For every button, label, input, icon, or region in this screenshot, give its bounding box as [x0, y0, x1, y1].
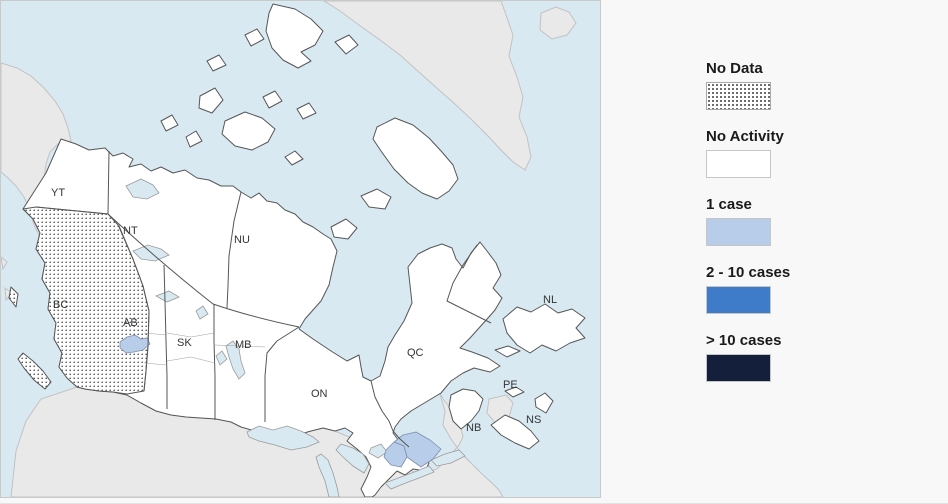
- region-canada-mainland[interactable]: [22, 138, 503, 497]
- lake-superior: [246, 425, 320, 451]
- canada-choropleth-map: YT NT NU BC AB SK MB ON QC NL PE NB NS: [0, 0, 601, 498]
- legend-label-gt-10-cases: > 10 cases: [706, 332, 782, 349]
- map-svg: YT NT NU BC AB SK MB ON QC NL PE NB NS: [1, 1, 600, 497]
- lake-manitoba: [215, 350, 228, 366]
- province-label-nu: NU: [234, 234, 250, 246]
- lake-michigan: [315, 453, 340, 497]
- border-bc-ab: [118, 226, 150, 392]
- foxe-peninsula-island[interactable]: [360, 188, 392, 210]
- region-ns-cape-breton[interactable]: [534, 392, 554, 414]
- health-region-ontario-east-1case[interactable]: [393, 431, 442, 468]
- legend-item-no-activity: No Activity: [706, 128, 926, 178]
- region-greenland: [323, 1, 532, 171]
- axel-heiberg-island[interactable]: [244, 28, 265, 47]
- border-sk-mb: [213, 304, 216, 420]
- legend-label-no-activity: No Activity: [706, 128, 784, 145]
- legend-swatch-gt-10-cases: [706, 354, 771, 382]
- prince-of-wales-island[interactable]: [262, 90, 283, 109]
- border-mb-on: [264, 326, 300, 422]
- victoria-island[interactable]: [221, 111, 276, 151]
- region-nb[interactable]: [448, 388, 484, 430]
- border-60th-parallel: [107, 213, 300, 328]
- arctic-islet-2[interactable]: [185, 130, 203, 148]
- lake-huron: [335, 443, 370, 474]
- haida-gwaii-island[interactable]: [8, 286, 19, 308]
- georgian-bay: [368, 443, 388, 459]
- legend-item-1-case: 1 case: [706, 196, 926, 246]
- legend-swatch-no-data: [706, 82, 771, 110]
- legend-swatch-1-case: [706, 218, 771, 246]
- province-label-ab: AB: [123, 317, 138, 329]
- lake-ontario: [430, 449, 466, 467]
- legend-label-2-10-cases: 2 - 10 cases: [706, 264, 791, 281]
- alaska-coast-islet-1: [1, 256, 8, 271]
- region-ns-mainland[interactable]: [490, 414, 540, 450]
- somerset-island[interactable]: [296, 102, 317, 120]
- arctic-islet-3[interactable]: [206, 54, 227, 72]
- legend-item-gt-10-cases: > 10 cases: [706, 332, 926, 382]
- province-label-bc: BC: [53, 299, 68, 311]
- border-yt-nt: [107, 150, 110, 215]
- province-label-nl: NL: [543, 294, 557, 306]
- province-label-pe: PE: [503, 379, 518, 391]
- legend-label-1-case: 1 case: [706, 196, 752, 213]
- province-label-mb: MB: [235, 339, 252, 351]
- health-region-line-mb-1: [214, 344, 266, 348]
- health-region-line-sk-1: [166, 332, 215, 338]
- region-pe[interactable]: [504, 386, 525, 398]
- southampton-island[interactable]: [330, 218, 358, 240]
- province-labels: YT NT NU BC AB SK MB ON QC NL PE NB NS: [51, 187, 557, 434]
- health-region-line-sk-2: [166, 356, 216, 364]
- health-region-line-ab-1: [143, 332, 168, 336]
- map-legend: No Data No Activity 1 case 2 - 10 cases …: [706, 60, 926, 400]
- ellesmere-island[interactable]: [265, 3, 324, 69]
- province-label-nb: NB: [466, 422, 481, 434]
- great-bear-lake: [125, 178, 160, 200]
- region-iceland: [539, 6, 577, 40]
- province-label-ns: NS: [526, 414, 541, 426]
- province-label-qc: QC: [407, 347, 424, 359]
- border-ab-sk: [163, 264, 168, 409]
- anticosti-island[interactable]: [494, 345, 521, 358]
- legend-item-no-data: No Data: [706, 60, 926, 110]
- legend-swatch-no-activity: [706, 150, 771, 178]
- border-on-qc: [370, 380, 410, 448]
- border-qc-nl: [446, 244, 492, 324]
- province-label-nt: NT: [123, 225, 138, 237]
- devon-island[interactable]: [334, 34, 359, 55]
- legend-label-no-data: No Data: [706, 60, 763, 77]
- province-label-on: ON: [311, 388, 328, 400]
- vancouver-island[interactable]: [17, 352, 52, 390]
- lake-winnipeg: [225, 340, 246, 380]
- reindeer-lake: [195, 305, 209, 320]
- health-region-alberta-1case[interactable]: [119, 334, 151, 354]
- legend-swatch-2-10-cases: [706, 286, 771, 314]
- banks-island[interactable]: [198, 87, 224, 114]
- province-label-sk: SK: [177, 337, 192, 349]
- baffin-island[interactable]: [372, 117, 459, 200]
- legend-item-2-10-cases: 2 - 10 cases: [706, 264, 926, 314]
- region-nl-island[interactable]: [502, 303, 586, 354]
- king-william-island[interactable]: [284, 150, 304, 166]
- health-region-line-ab-2: [143, 362, 168, 366]
- border-nt-nu: [226, 191, 242, 309]
- lake-erie: [384, 465, 435, 490]
- border-yt-bc: [35, 206, 109, 215]
- arctic-islet-1[interactable]: [160, 114, 179, 132]
- province-label-yt: YT: [51, 187, 65, 199]
